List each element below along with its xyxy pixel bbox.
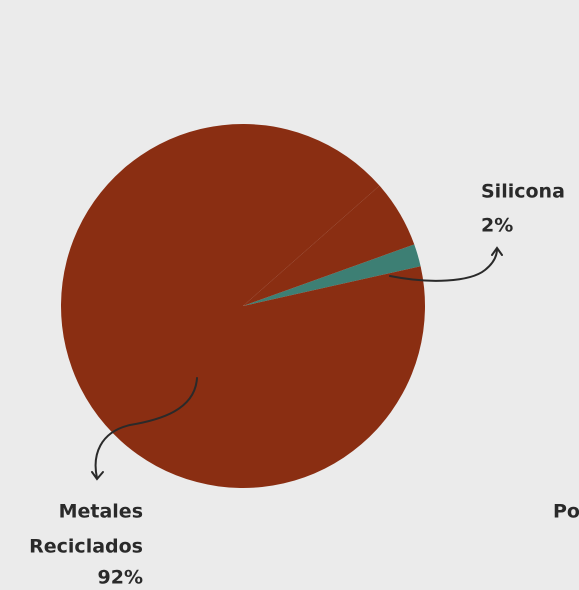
slice-value-label: 92% [98,567,143,589]
slice-label: Po [553,501,579,523]
pie-slice [243,185,415,306]
slice-label: Reciclados [29,536,143,558]
slice-value-label: 2% [481,215,513,237]
silicona-arrow [389,248,498,282]
metales-arrow [94,377,198,479]
metales-arrowhead [91,471,104,481]
slice-label: Silicona [481,181,565,203]
pie-slice [243,244,421,306]
silicona-arrowhead [491,246,503,256]
pie [60,123,425,488]
slice-label: Metales [59,501,143,523]
